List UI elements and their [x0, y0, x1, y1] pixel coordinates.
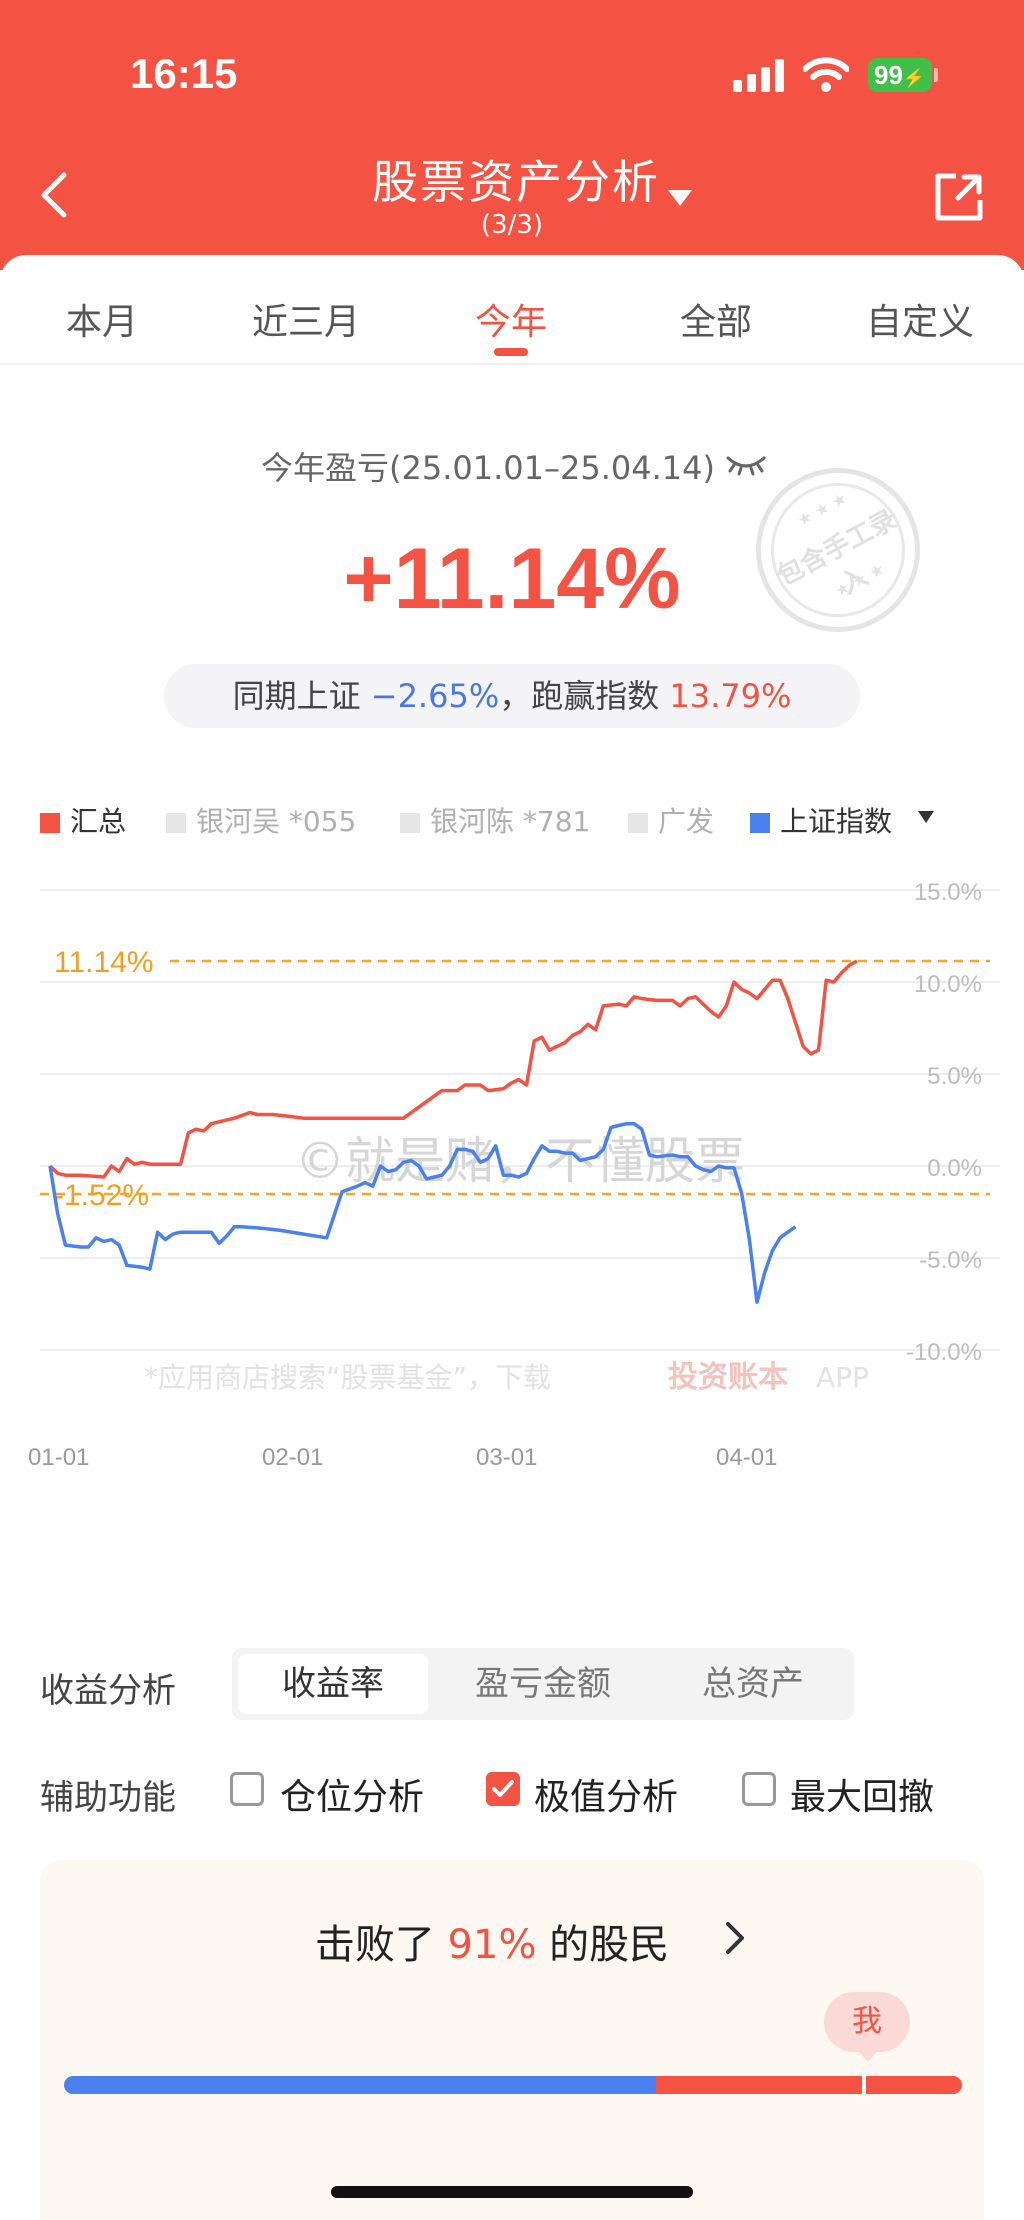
position-analysis-checkbox[interactable] — [230, 1772, 264, 1806]
period-tabs: 本月 近三月 今年 全部 自定义 — [0, 255, 1024, 365]
tab-this-year[interactable]: 今年 — [474, 302, 547, 343]
y-tick-label: 0.0% — [927, 1155, 982, 1182]
analysis-option-profit-amount[interactable]: 盈亏金额 — [475, 1664, 611, 1704]
rank-text: 击败了 91% 的股民 — [20, 1912, 964, 1970]
chart-footer-app: 投资账本 — [668, 1360, 788, 1395]
chevron-right-icon[interactable] — [722, 1920, 748, 1956]
period-label: 今年盈亏(25.01.01–25.04.14) — [261, 449, 715, 487]
legend-label-account-1: 银河吴 *055 — [196, 805, 357, 838]
max-drawdown-checkbox[interactable] — [742, 1772, 776, 1806]
legend-item-index[interactable]: 上证指数 — [750, 800, 892, 840]
page-subtitle: (3/3) — [480, 210, 544, 240]
legend-swatch-total — [40, 813, 60, 833]
legend-label-account-3: 广发 — [658, 805, 715, 838]
reference-line-label: 11.14% — [54, 946, 154, 979]
compare-prefix: 同期上证 — [232, 677, 371, 715]
compare-mid: ，跑赢指数 — [499, 677, 670, 715]
battery-tip — [934, 68, 938, 82]
tab-all[interactable]: 全部 — [679, 302, 752, 343]
y-tick-label: 15.0% — [914, 879, 982, 906]
rank-bar-beaten — [64, 2076, 656, 2094]
analysis-option-total-assets[interactable]: 总资产 — [702, 1664, 804, 1704]
home-indicator — [331, 2186, 693, 2198]
chart-footer-note: *应用商店搜索“股票基金”，下载 — [144, 1361, 551, 1394]
total-return: +11.14% — [343, 531, 681, 627]
status-time: 16:15 — [130, 50, 238, 97]
chart-watermark: ©就是赌，不懂股票 — [295, 1132, 745, 1190]
x-tick-label: 04-01 — [716, 1444, 777, 1471]
legend-label-index: 上证指数 — [780, 805, 893, 838]
title-dropdown-caret-icon[interactable] — [668, 190, 692, 206]
reference-line-label: -1.52% — [54, 1179, 149, 1212]
wifi-icon — [803, 57, 849, 92]
chart-footer-app-suffix: APP — [816, 1361, 869, 1394]
rank-bar-marker — [862, 2070, 866, 2100]
share-icon[interactable] — [934, 172, 984, 222]
rank-prefix: 击败了 — [314, 1922, 448, 1968]
me-marker-tail — [858, 2050, 878, 2062]
y-tick-label: 5.0% — [927, 1063, 982, 1090]
legend-item-total[interactable]: 汇总 — [40, 800, 126, 840]
y-tick-label: 10.0% — [914, 971, 982, 998]
battery-level: 99 — [874, 60, 903, 90]
y-tick-label: -5.0% — [919, 1247, 982, 1274]
x-tick-label: 02-01 — [262, 1444, 323, 1471]
series-line-total — [48, 959, 858, 1179]
legend-item-account-1[interactable]: 银河吴 *055 — [166, 800, 356, 840]
y-tick-label: -10.0% — [906, 1339, 982, 1366]
analysis-option-return-rate[interactable]: 收益率 — [238, 1654, 428, 1714]
index-compare-pill: 同期上证 −2.65%，跑赢指数 13.79% — [164, 664, 860, 728]
return-chart[interactable]: 15.0% 10.0% 5.0% 0.0% -5.0% -10.0% 01-01 02-01 0… — [0, 860, 1024, 1620]
legend-item-account-3[interactable]: 广发 — [628, 800, 714, 840]
legend-label-account-2: 银河陈 *781 — [430, 805, 591, 838]
x-tick-label: 01-01 — [28, 1444, 89, 1471]
position-analysis-label[interactable]: 仓位分析 — [280, 1777, 425, 1818]
extreme-analysis-label[interactable]: 极值分析 — [534, 1777, 679, 1818]
legend-swatch-account-3 — [628, 813, 648, 833]
legend-item-account-2[interactable]: 银河陈 *781 — [400, 800, 590, 840]
check-icon — [492, 1780, 514, 1797]
investor-rank-card[interactable]: 击败了 91% 的股民 我 — [40, 1860, 984, 2220]
analysis-label: 收益分析 — [40, 1671, 176, 1711]
x-tick-label: 03-01 — [476, 1444, 537, 1471]
rank-suffix: 的股民 — [536, 1922, 670, 1968]
battery-icon: 99⚡ — [868, 58, 932, 92]
series-line-index — [48, 1121, 797, 1304]
page-title[interactable]: 股票资产分析 — [372, 155, 660, 209]
tab-three-months[interactable]: 近三月 — [251, 302, 360, 343]
tab-custom[interactable]: 自定义 — [865, 302, 974, 343]
app-header — [0, 0, 1024, 270]
legend-label-total: 汇总 — [70, 805, 127, 838]
me-marker-bubble: 我 — [824, 1992, 910, 2052]
back-arrow-icon[interactable] — [28, 165, 88, 225]
extreme-analysis-checkbox[interactable] — [486, 1772, 520, 1806]
hide-amount-eye-icon[interactable] — [726, 452, 766, 476]
legend-swatch-account-2 — [400, 813, 420, 833]
cellular-signal-icon — [733, 58, 787, 92]
active-tab-indicator — [494, 348, 528, 356]
index-return: −2.65% — [370, 677, 500, 715]
aux-label: 辅助功能 — [40, 1778, 176, 1818]
legend-swatch-index — [750, 813, 770, 833]
rank-percent: 91% — [447, 1922, 537, 1968]
analysis-segmented-control: 收益率 盈亏金额 总资产 — [232, 1648, 854, 1720]
rank-bar-ahead — [656, 2076, 962, 2094]
legend-dropdown-caret-icon[interactable] — [918, 811, 934, 823]
tab-this-month[interactable]: 本月 — [65, 302, 138, 343]
max-drawdown-label[interactable]: 最大回撤 — [790, 1777, 935, 1818]
outperform-value: 13.79% — [669, 677, 792, 715]
legend-swatch-account-1 — [166, 813, 186, 833]
